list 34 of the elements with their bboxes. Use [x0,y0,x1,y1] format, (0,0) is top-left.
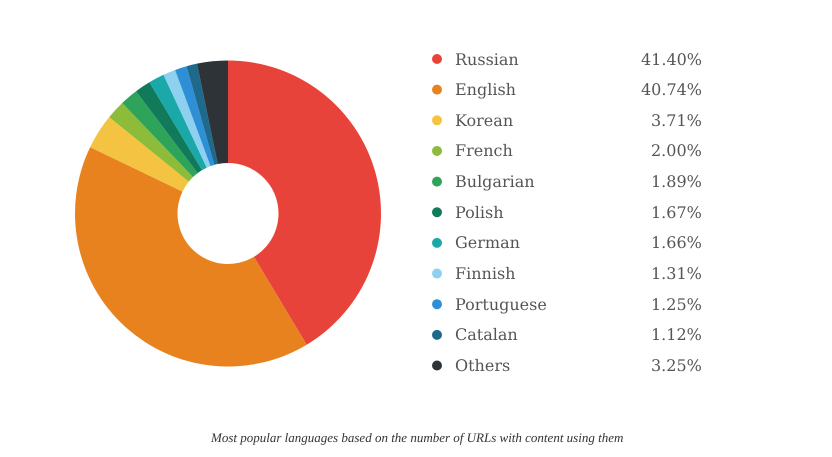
data-label: 40.74% [641,80,702,99]
data-label: 1.67% [651,203,702,222]
donut-slice [196,60,228,164]
data-label: 2.00% [651,141,702,160]
donut-slice [175,66,214,166]
legend-label: Korean [455,111,514,130]
legend-label: Catalan [455,325,518,344]
donut-slice [149,74,207,170]
donut-slice [109,102,194,182]
data-label: 3.71% [651,111,702,130]
legend-label: French [455,141,513,160]
data-label: 1.89% [651,172,702,191]
data-label: 41.40% [641,50,702,69]
donut-slice [186,64,218,165]
legend-label: Polish [455,203,504,222]
legend-label: Finnish [455,264,516,283]
text: Most popular languages based on the number of URLs with content using them [210,430,624,445]
legend-label: Others [455,356,510,375]
donut-slice [136,82,202,174]
donut-slice [75,147,307,366]
legend-label: Russian [455,50,519,69]
donut-slice [122,91,198,178]
legend-label: Portuguese [455,295,547,314]
data-label: 1.66% [651,233,702,252]
legend-label: Bulgarian [455,172,535,191]
data-label: 1.31% [651,264,702,283]
legend-label: German [455,233,520,252]
donut-slice [90,117,189,192]
legend-label: English [455,80,516,99]
donut-slice [163,70,211,168]
data-label: 1.12% [651,325,702,344]
donut-slice [228,60,381,345]
data-label: 3.25% [651,356,702,375]
data-label: 1.25% [651,295,702,314]
